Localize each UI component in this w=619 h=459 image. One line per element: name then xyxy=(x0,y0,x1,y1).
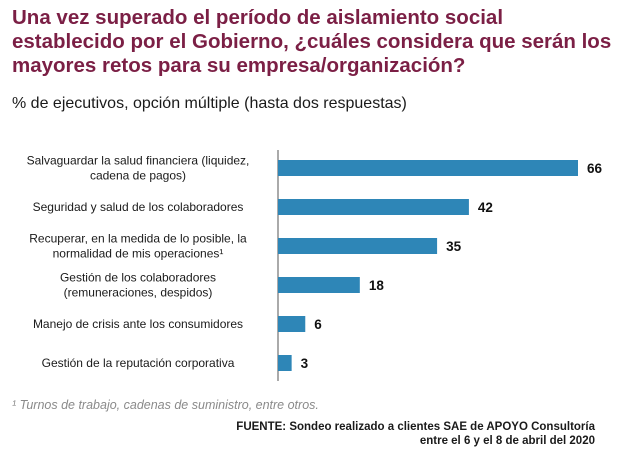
category-label-6: Gestión de la reputación corporativa xyxy=(42,356,235,370)
value-label-6: 3 xyxy=(301,356,309,371)
value-label-2: 42 xyxy=(478,200,493,215)
bar-4 xyxy=(278,277,360,293)
category-label-5: Manejo de crisis ante los consumidores xyxy=(33,317,243,331)
category-label-line: Gestión de la reputación corporativa xyxy=(42,356,235,370)
category-label-line: cadena de pagos) xyxy=(90,169,186,183)
category-label-line: Salvaguardar la salud financiera (liquid… xyxy=(27,154,250,168)
bar-6 xyxy=(278,355,292,371)
category-label-line: (remuneraciones, despidos) xyxy=(64,286,213,300)
bar-5 xyxy=(278,316,306,332)
category-label-4: Gestión de los colaboradores (remuneracio… xyxy=(60,271,216,300)
category-label-line: normalidad de mis operaciones¹ xyxy=(53,247,224,261)
bar-3 xyxy=(278,238,438,254)
source-note: FUENTE: Sondeo realizado a clientes SAE … xyxy=(236,420,595,448)
category-label-1: Salvaguardar la salud financiera (liquid… xyxy=(27,154,250,183)
category-label-2: Seguridad y salud de los colaboradores xyxy=(33,200,244,214)
source-line-2: entre el 6 y el 8 de abril del 2020 xyxy=(419,435,595,447)
chart-subtitle: % de ejecutivos, opción múltiple (hasta … xyxy=(12,95,407,112)
bar-2 xyxy=(278,199,469,215)
value-label-5: 6 xyxy=(314,317,322,332)
category-label-line: Gestión de los colaboradores xyxy=(60,271,216,285)
category-label-3: Recuperar, en la medida de lo posible, l… xyxy=(29,232,247,261)
source-line-1: FUENTE: Sondeo realizado a clientes SAE … xyxy=(236,421,595,433)
category-label-line: Recuperar, en la medida de lo posible, l… xyxy=(29,232,247,246)
footnote: ¹ Turnos de trabajo, cadenas de suminist… xyxy=(12,398,319,412)
value-label-3: 35 xyxy=(446,239,462,254)
value-label-4: 18 xyxy=(369,278,385,293)
value-label-1: 66 xyxy=(587,161,603,176)
category-label-line: Seguridad y salud de los colaboradores xyxy=(33,200,244,214)
bar-chart: 66 Salvaguardar la salud financiera (liqu… xyxy=(27,150,603,381)
bar-1 xyxy=(278,160,578,176)
category-label-line: Manejo de crisis ante los consumidores xyxy=(33,317,243,331)
chart-title: Una vez superado el período de aislamien… xyxy=(12,6,612,77)
